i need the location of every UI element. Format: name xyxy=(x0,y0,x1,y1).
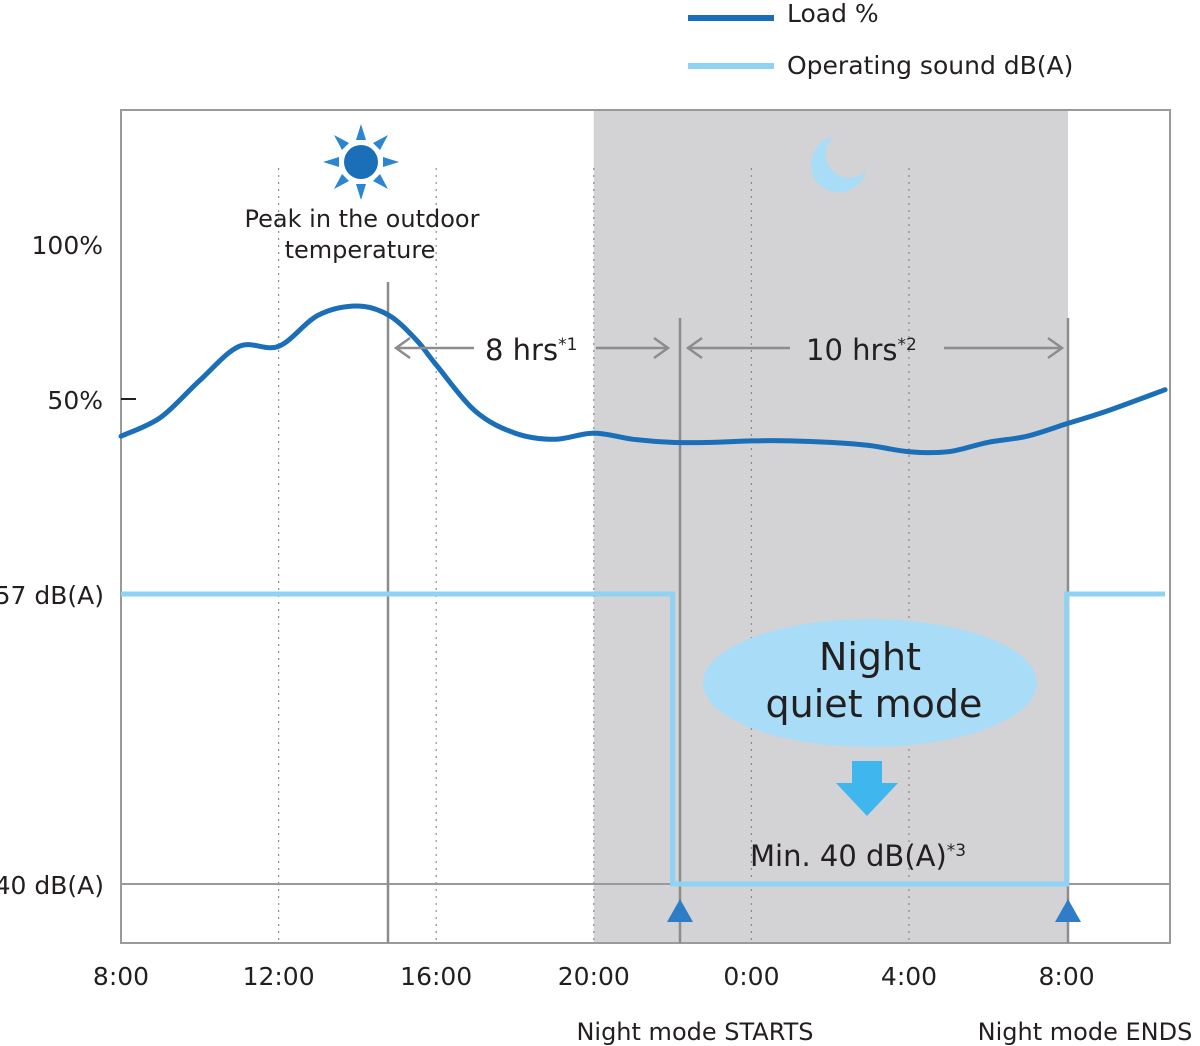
night-shade xyxy=(593,110,1068,943)
moon-icon xyxy=(810,137,866,193)
x-tick-label: 8:00 xyxy=(93,962,149,991)
legend-label-sound: Operating sound dB(A) xyxy=(787,51,1073,80)
night-start-marker xyxy=(667,899,693,922)
bubble-line1: Night xyxy=(819,635,921,679)
series-sound-line xyxy=(121,591,1166,887)
y-axis-labels: 100% 50% 57 dB(A) 40 dB(A) xyxy=(0,231,104,900)
x-tick-label: 0:00 xyxy=(723,962,779,991)
span-sup-1: *1 xyxy=(558,335,577,355)
span-label-10hrs: 10 hrs*2 xyxy=(806,333,917,367)
sun-icon xyxy=(323,124,399,200)
legend-label-load: Load % xyxy=(787,0,879,28)
night-end-marker xyxy=(1055,899,1081,922)
series-load-line xyxy=(118,303,1168,456)
x-axis-labels: 8:00 12:00 16:00 20:00 0:00 4:00 8:00 xyxy=(93,962,1095,991)
span-sup-2: *2 xyxy=(898,335,917,355)
span-label-8hrs: 8 hrs*1 xyxy=(485,333,577,367)
y-tick-label-sound: 40 dB(A) xyxy=(0,871,104,900)
x-tick-label: 20:00 xyxy=(558,962,630,991)
plot-frame xyxy=(120,109,1171,944)
span-arrow-10hrs xyxy=(685,336,1065,360)
night-quiet-mode-bubble xyxy=(703,619,1037,747)
x-tick-label: 8:00 xyxy=(1039,962,1095,991)
min-db-label: Min. 40 dB(A)*3 xyxy=(750,839,966,873)
night-end-label: Night mode ENDS xyxy=(978,1018,1193,1046)
span-arrow-8hrs xyxy=(393,336,671,360)
x-tick-label: 12:00 xyxy=(243,962,315,991)
x-tick-label: 16:00 xyxy=(400,962,472,991)
y-tick-label-load: 100% xyxy=(32,231,103,260)
legend: Load % Operating sound dB(A) xyxy=(688,0,1073,80)
y-tick-label-sound: 57 dB(A) xyxy=(0,581,104,610)
y-tick-label-load: 50% xyxy=(47,386,103,415)
min-db-sup: *3 xyxy=(947,841,966,861)
peak-label-line1: Peak in the outdoor xyxy=(245,205,480,233)
bubble-line2: quiet mode xyxy=(766,682,983,726)
down-arrow-icon xyxy=(836,761,898,816)
peak-label-line2: temperature xyxy=(285,236,436,264)
night-start-label: Night mode STARTS xyxy=(576,1018,813,1046)
x-tick-label: 4:00 xyxy=(881,962,937,991)
grid-lines xyxy=(278,168,910,943)
